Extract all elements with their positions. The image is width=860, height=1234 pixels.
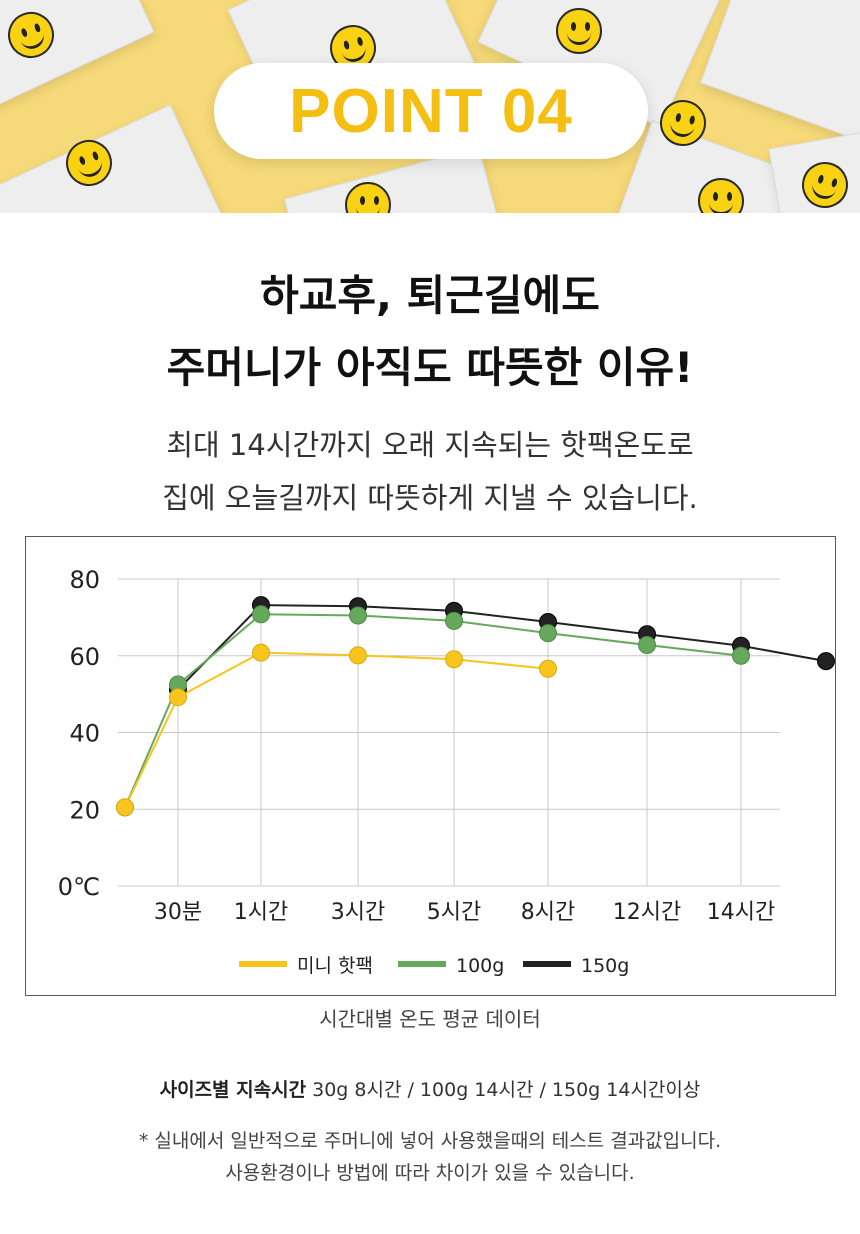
smiley-icon <box>556 8 602 54</box>
point-badge-label: POINT 04 <box>289 76 573 146</box>
data-point <box>169 688 187 707</box>
legend-label: 150g <box>581 955 629 977</box>
series-line-0 <box>124 651 549 808</box>
data-point <box>349 646 367 665</box>
x-tick-label: 3시간 <box>331 900 385 925</box>
data-point <box>252 643 270 662</box>
series-line-1 <box>124 613 742 808</box>
legend-swatch <box>523 961 571 967</box>
y-tick-label: 40 <box>69 720 100 748</box>
duration-label: 사이즈별 지속시간 <box>159 1079 307 1101</box>
hotpack-image <box>0 104 235 213</box>
y-tick-label: 20 <box>69 796 100 824</box>
legend-label: 미니 핫팩 <box>297 955 373 977</box>
data-point <box>539 624 557 643</box>
legend-label: 100g <box>456 955 504 977</box>
note-line-2: 사용환경이나 방법에 따라 차이가 있을 수 있습니다. <box>225 1162 635 1184</box>
chart-caption: 시간대별 온도 평균 데이터 <box>319 1007 541 1031</box>
point-badge: POINT 04 <box>214 63 648 159</box>
data-point <box>116 798 134 817</box>
subtext-line-2: 집에 오늘길까지 따뜻하게 지낼 수 있습니다. <box>162 481 698 515</box>
x-tick-label: 5시간 <box>427 900 481 925</box>
subtext-line-1: 최대 14시간까지 오래 지속되는 핫팩온도로 <box>166 428 694 462</box>
series-line-2 <box>177 604 827 691</box>
smiley-icon <box>345 182 391 213</box>
data-point <box>539 659 557 678</box>
data-point <box>817 652 835 671</box>
y-tick-label: 0℃ <box>58 873 100 901</box>
legend-swatch <box>239 961 287 967</box>
x-tick-label: 12시간 <box>613 900 681 925</box>
hero-banner: POINT 04 <box>0 0 860 213</box>
x-tick-label: 1시간 <box>234 900 288 925</box>
headline-line-2: 주머니가 아직도 따뜻한 이유! <box>166 343 694 392</box>
smiley-icon <box>698 178 744 213</box>
duration-info: 사이즈별 지속시간 30g 8시간 / 100g 14시간 / 150g 14시… <box>0 1075 860 1102</box>
x-tick-label: 30분 <box>154 900 202 925</box>
data-point <box>349 606 367 625</box>
data-point <box>638 636 656 655</box>
data-point <box>445 611 463 630</box>
x-tick-label: 8시간 <box>521 900 575 925</box>
note-line-1: * 실내에서 일반적으로 주머니에 넣어 사용했을때의 테스트 결과값입니다. <box>138 1130 722 1152</box>
headline-line-1: 하교후, 퇴근길에도 <box>260 271 600 320</box>
data-point <box>732 646 750 665</box>
legend-swatch <box>398 961 446 967</box>
hotpack-image <box>700 0 860 152</box>
y-tick-label: 80 <box>69 566 100 594</box>
data-point <box>445 650 463 669</box>
duration-text: 30g 8시간 / 100g 14시간 / 150g 14시간이상 <box>312 1079 701 1101</box>
data-point <box>252 605 270 624</box>
y-tick-label: 60 <box>69 643 100 671</box>
x-tick-label: 14시간 <box>707 900 775 925</box>
